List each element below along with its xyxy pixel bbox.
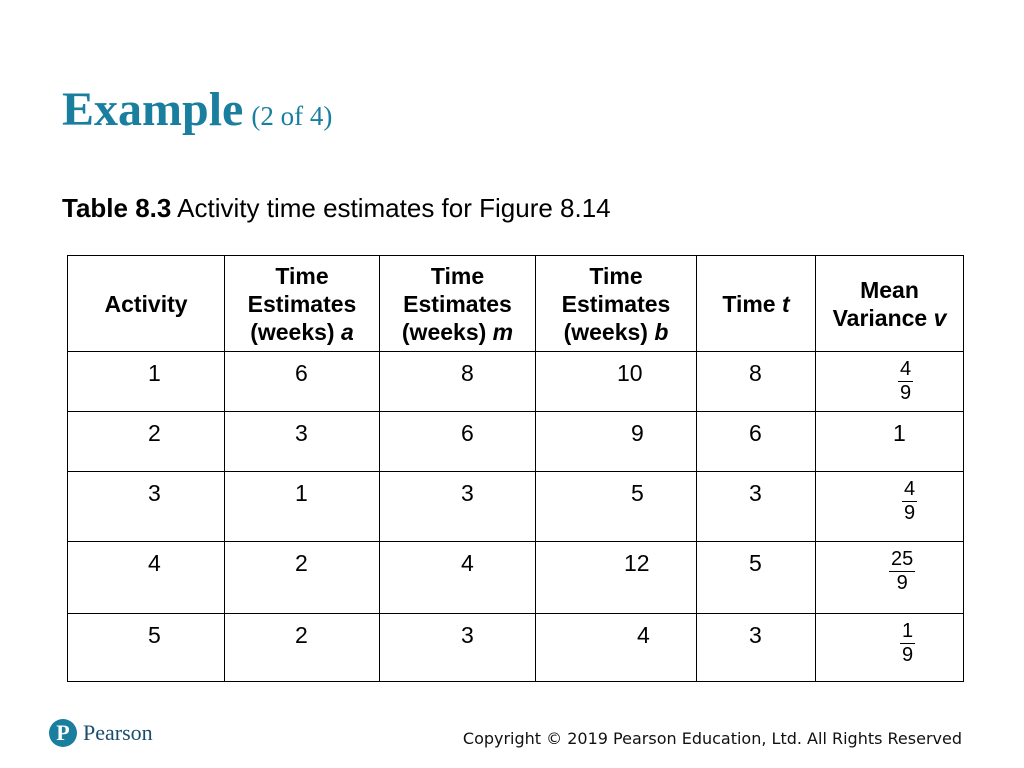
cell-a: 1 <box>224 471 380 542</box>
cell-t: 8 <box>696 351 816 412</box>
cell-t: 3 <box>696 613 816 682</box>
cell-m: 3 <box>379 613 536 682</box>
pearson-logo: P Pearson <box>49 719 153 747</box>
cell-variance: 1 <box>815 411 964 472</box>
cell-t: 6 <box>696 411 816 472</box>
table-row: 2 3 6 9 6 1 <box>67 411 964 472</box>
cell-b: 9 <box>535 411 697 472</box>
cell-b: 12 <box>535 541 697 614</box>
table-row: 4 2 4 12 5 25 9 <box>67 541 964 614</box>
cell-activity: 3 <box>67 471 225 542</box>
cell-activity: 4 <box>67 541 225 614</box>
cell-a: 2 <box>224 541 380 614</box>
cell-activity: 2 <box>67 411 225 472</box>
cell-activity: 5 <box>67 613 225 682</box>
header-estimate-b: Time Estimates (weeks) b <box>535 255 697 352</box>
cell-t: 3 <box>696 471 816 542</box>
pearson-mark-icon: P <box>49 719 77 747</box>
cell-a: 2 <box>224 613 380 682</box>
header-estimate-m: Time Estimates (weeks) m <box>379 255 536 352</box>
cell-a: 3 <box>224 411 380 472</box>
cell-t: 5 <box>696 541 816 614</box>
table-header-row: Activity Time Estimates (weeks) a Time E… <box>67 255 964 352</box>
cell-b: 4 <box>535 613 697 682</box>
table-caption: Table 8.3 Activity time estimates for Fi… <box>62 193 611 224</box>
caption-label: Table 8.3 <box>62 193 172 223</box>
slide-title: Example (2 of 4) <box>62 82 332 137</box>
header-time-t: Time t <box>696 255 816 352</box>
cell-b: 5 <box>535 471 697 542</box>
copyright-notice: Copyright © 2019 Pearson Education, Ltd.… <box>462 729 962 748</box>
cell-activity: 1 <box>67 351 225 412</box>
activity-time-table: Activity Time Estimates (weeks) a Time E… <box>67 255 964 682</box>
cell-m: 8 <box>379 351 536 412</box>
caption-text: Activity time estimates for Figure 8.14 <box>177 193 611 223</box>
cell-m: 3 <box>379 471 536 542</box>
cell-m: 6 <box>379 411 536 472</box>
title-main: Example <box>62 83 244 136</box>
variance-fraction: 25 9 <box>889 548 916 594</box>
header-estimate-a: Time Estimates (weeks) a <box>224 255 380 352</box>
pearson-wordmark: Pearson <box>83 720 153 745</box>
cell-a: 6 <box>224 351 380 412</box>
header-activity: Activity <box>67 255 225 352</box>
cell-b: 10 <box>535 351 697 412</box>
title-subtitle: (2 of 4) <box>251 101 333 131</box>
cell-m: 4 <box>379 541 536 614</box>
cell-variance: 25 9 <box>815 541 964 614</box>
header-mean-variance: Mean Variance v <box>815 255 964 352</box>
